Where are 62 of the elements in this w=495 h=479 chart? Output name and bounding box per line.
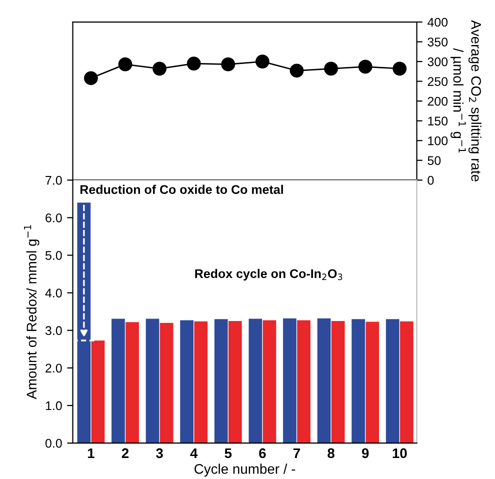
x-axis-title: Cycle number / - <box>194 464 296 477</box>
y-tick-label: 3.0 <box>45 326 62 336</box>
y-tick-label: 4.0 <box>45 288 62 298</box>
point <box>392 62 407 76</box>
point <box>118 57 132 72</box>
point <box>358 60 372 74</box>
point <box>186 56 201 70</box>
y-tick-label: 200 <box>428 96 448 106</box>
x-tick-label: 4 <box>190 448 198 458</box>
x-tick-label: 3 <box>156 448 163 458</box>
x-tick-label: 1 <box>88 448 94 458</box>
x-tick-label: 2 <box>122 448 129 458</box>
y-tick-label: 400 <box>427 18 448 27</box>
bar <box>180 320 194 444</box>
bar <box>331 320 345 444</box>
y-tick-label: 100 <box>428 136 448 146</box>
annotation: Reduction of Co oxide to Co metal <box>80 184 283 194</box>
point <box>152 62 166 76</box>
bar <box>248 318 262 444</box>
point <box>84 71 98 86</box>
bar <box>194 321 208 444</box>
bar <box>160 322 174 444</box>
bar <box>386 319 400 444</box>
bar <box>352 319 365 444</box>
bar <box>297 320 310 444</box>
bar <box>214 319 228 444</box>
x-tick-label: 9 <box>362 448 369 458</box>
bar <box>317 318 331 444</box>
x-tick-label: 8 <box>328 448 334 458</box>
x-tick-label: 5 <box>224 448 232 458</box>
point <box>324 62 338 76</box>
bar <box>400 321 414 444</box>
bar <box>262 320 276 444</box>
bar <box>146 318 160 444</box>
y-tick-label: 7.0 <box>46 176 62 185</box>
y-tick-label: 300 <box>428 57 448 66</box>
y-tick-label: 0 <box>428 176 434 185</box>
bar <box>228 320 242 444</box>
bar <box>77 202 91 444</box>
point <box>255 54 270 68</box>
y-tick-label: 5.0 <box>45 251 62 260</box>
x-tick-label: 7 <box>293 448 300 458</box>
y-tick-label: 1.0 <box>46 401 62 410</box>
point <box>221 57 236 72</box>
bar <box>91 340 105 444</box>
annotation: Redox cycle on Co-In$_{2}$O$_{3}$ <box>195 268 342 281</box>
bar <box>366 322 380 444</box>
bar <box>283 318 296 444</box>
bar <box>112 318 125 444</box>
y-tick-label: 0.0 <box>45 438 62 448</box>
y-tick-label: 350 <box>428 38 448 46</box>
bar <box>126 322 139 444</box>
y-axis-title: Average CO$_{2}$ splitting rate / µmol min$^{−1}$ g$^{−1}$ <box>450 20 482 182</box>
y-axis-title: Amount of Redox/ mmol g$^{−1}$ <box>24 225 40 400</box>
y-tick-label: 2.0 <box>46 364 62 373</box>
y-tick-label: 150 <box>428 116 448 126</box>
x-tick-label: 10 <box>392 448 407 458</box>
x-tick-label: 6 <box>259 448 266 458</box>
point <box>290 64 304 78</box>
y-tick-label: 50 <box>428 156 441 165</box>
y-tick-label: 6.0 <box>46 213 62 222</box>
y-tick-label: 250 <box>428 77 448 86</box>
